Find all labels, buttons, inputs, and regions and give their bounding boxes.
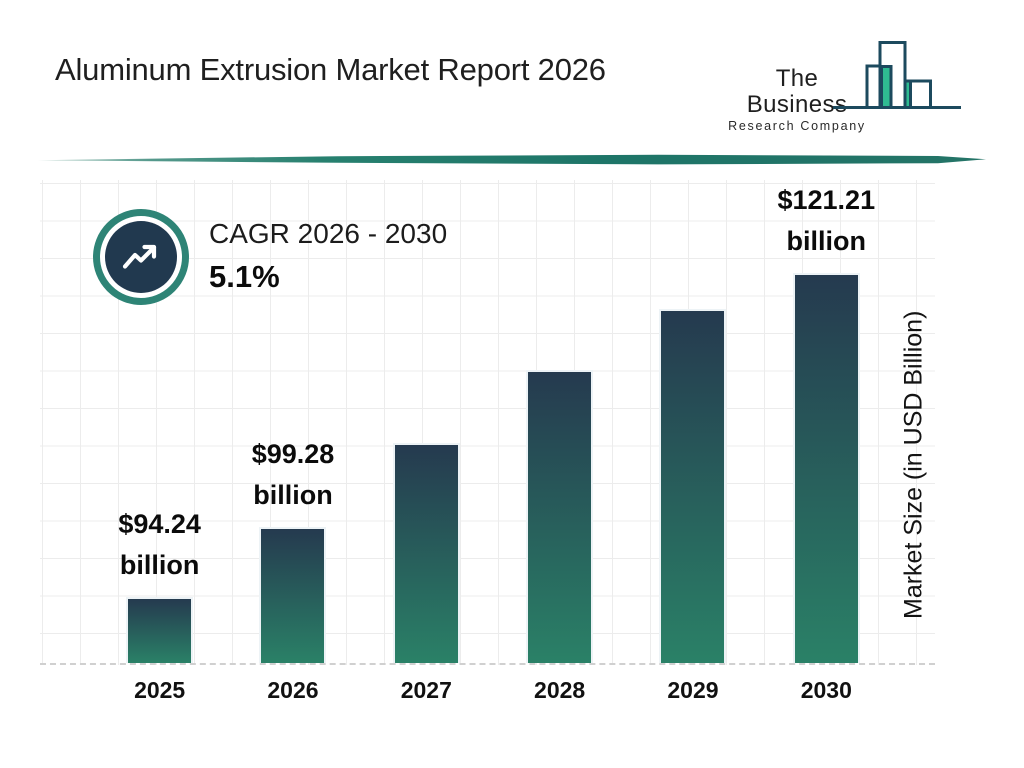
trending-up-icon (122, 244, 157, 269)
cagr-badge (93, 209, 189, 305)
x-tick-2026: 2026 (267, 677, 319, 703)
header-divider (38, 154, 986, 165)
cagr-label: CAGR 2026 - 2030 (209, 218, 448, 249)
logo-name: The Business (746, 65, 848, 119)
x-tick-2030: 2030 (800, 677, 852, 703)
x-tick-2029: 2029 (667, 677, 719, 703)
bar-value-label-2026: $99.28 billion (251, 439, 335, 510)
bar-2030 (792, 273, 860, 663)
bar-column-2026: $99.28 billion (226, 180, 359, 663)
bar-column-2027 (360, 180, 493, 663)
bar-2026 (259, 527, 327, 663)
cagr-badge-circle (105, 221, 177, 293)
bar-column-2029 (626, 180, 759, 663)
bar-column-2025: $94.24 billion (93, 180, 226, 663)
x-axis-labels: 2025 2026 2027 2028 2029 2030 (93, 677, 893, 704)
bar-value-label-2025: $94.24 billion (118, 509, 201, 580)
y-axis-label: Market Size (in USD Billion) (899, 310, 928, 619)
cagr-text-block: CAGR 2026 - 2030 5.1% (209, 218, 447, 295)
bars-row: $94.24 billion $99.28 billion $121.21 billion (93, 180, 893, 663)
bar-value-label-2030: $121.21 billion (777, 185, 876, 256)
x-tick-2028: 2028 (534, 677, 586, 703)
page-title: Aluminum Extrusion Market Report 2026 (55, 52, 606, 87)
x-tick-2027: 2027 (400, 677, 452, 703)
bar-buildings-logo-icon (833, 41, 961, 109)
bar-2027 (392, 443, 460, 663)
company-logo: The Business Research Company (724, 65, 870, 134)
cagr-value: 5.1% (209, 259, 280, 294)
plot-area (40, 180, 935, 665)
bar-2025 (126, 597, 194, 663)
bar-2028 (526, 370, 594, 663)
bar-2029 (659, 309, 727, 663)
logo-subtitle: Research Company (728, 118, 866, 133)
x-tick-2025: 2025 (134, 677, 186, 703)
bar-column-2028 (493, 180, 626, 663)
bar-column-2030: $121.21 billion (760, 180, 893, 663)
